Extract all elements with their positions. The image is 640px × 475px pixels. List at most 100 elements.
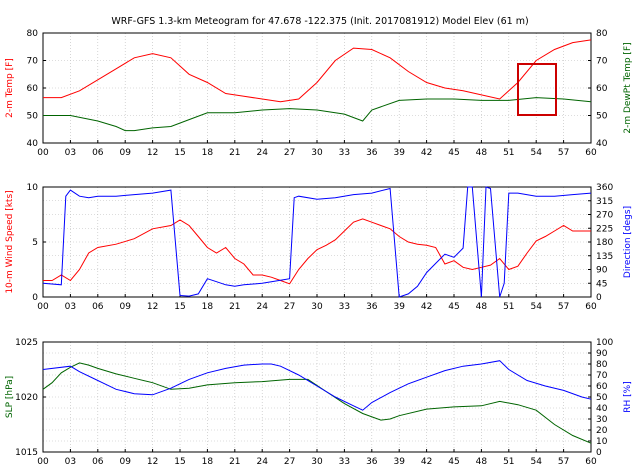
panels-group: 00 03 06 09 12 15 18 21 24 27 30 33 36 39 42 45 48 51 54 57… (5, 29, 633, 467)
x-tick-label: 45 (448, 148, 459, 158)
y-tick-label-right: 10 (596, 437, 608, 447)
x-tick-label: 15 (174, 302, 185, 312)
x-tick-label: 21 (229, 457, 240, 467)
x-tick-label: 03 (65, 302, 76, 312)
x-tick-label: 36 (366, 148, 378, 158)
x-tick-label: 15 (174, 457, 185, 467)
x-tick-label: 39 (393, 457, 405, 467)
x-tick-label: 33 (339, 302, 350, 312)
x-tick-label: 09 (119, 148, 131, 158)
x-tick-label: 09 (119, 457, 131, 467)
x-tick-label: 51 (503, 302, 514, 312)
y-axis-label-left: SLP [hPa] (5, 376, 15, 418)
x-tick-label: 12 (147, 148, 158, 158)
y-tick-label-right: 70 (596, 371, 608, 381)
x-tick-label: 00 (37, 302, 49, 312)
x-tick-label: 06 (92, 302, 104, 312)
pressure-green-series (42, 362, 592, 444)
x-tick-label: 03 (65, 457, 76, 467)
x-tick-label: 54 (530, 457, 542, 467)
x-tick-label: 06 (92, 457, 104, 467)
x-tick-label: 18 (202, 148, 214, 158)
x-tick-label: 33 (339, 148, 350, 158)
y-axis-label-left: 2-m Temp [F] (5, 58, 15, 118)
y-tick-label-right: 40 (596, 139, 608, 149)
y-tick-label-right: 80 (596, 29, 608, 39)
y-tick-label-right: 90 (596, 266, 608, 276)
pressure-panel: 00 03 06 09 12 15 18 21 24 27 30 33 36 39 42 45 48 51 54 57… (5, 338, 633, 467)
y-tick-label-right: 0 (596, 293, 602, 303)
x-tick-label: 27 (284, 302, 295, 312)
y-tick-label-right: 100 (596, 338, 613, 348)
wind-panel: 00 03 06 09 12 15 18 21 24 27 30 33 36 39 42 45 48 51 54 57… (5, 183, 633, 312)
x-tick-label: 33 (339, 457, 350, 467)
y-tick-label-right: 20 (596, 426, 608, 436)
y-tick-label-left: 50 (27, 112, 39, 122)
x-tick-label: 12 (147, 457, 158, 467)
y-tick-label-right: 225 (596, 224, 613, 234)
chart-title: WRF-GFS 1.3-km Meteogram for 47.678 -122… (111, 16, 528, 27)
temp-red-series (43, 39, 592, 103)
y-tick-label-left: 60 (27, 84, 39, 94)
y-tick-label-right: 180 (596, 238, 613, 248)
x-tick-label: 06 (92, 148, 104, 158)
x-tick-label: 15 (174, 148, 185, 158)
x-tick-label: 21 (229, 148, 240, 158)
y-tick-label-right: 360 (596, 183, 613, 193)
wind-blue-series (42, 186, 592, 298)
y-axis-label-right: 2-m DewPt Temp [F] (623, 42, 633, 133)
x-tick-label: 00 (37, 457, 49, 467)
x-tick-label: 36 (366, 457, 378, 467)
x-tick-label: 60 (585, 457, 597, 467)
y-tick-label-right: 50 (596, 393, 608, 403)
x-tick-label: 42 (421, 457, 432, 467)
y-tick-label-right: 50 (596, 112, 608, 122)
x-tick-label: 24 (256, 302, 268, 312)
x-tick-label: 30 (311, 302, 323, 312)
x-tick-label: 27 (284, 148, 295, 158)
x-tick-label: 60 (585, 148, 597, 158)
x-tick-label: 24 (256, 457, 268, 467)
y-tick-label-right: 60 (596, 84, 608, 94)
x-tick-label: 30 (311, 457, 323, 467)
y-tick-label-right: 135 (596, 252, 613, 262)
highlight-box (517, 63, 557, 116)
x-tick-label: 36 (366, 302, 378, 312)
y-tick-label-left: 70 (27, 57, 39, 67)
y-tick-label-right: 60 (596, 382, 608, 392)
y-tick-label-left: 1015 (15, 448, 38, 458)
pressure-blue-series (42, 360, 592, 411)
y-tick-label-left: 1020 (15, 393, 38, 403)
y-tick-label-right: 80 (596, 360, 608, 370)
temp-green-series (43, 97, 592, 132)
x-tick-label: 60 (585, 302, 597, 312)
x-tick-label: 18 (202, 457, 214, 467)
x-tick-label: 12 (147, 302, 158, 312)
y-tick-label-right: 45 (596, 279, 607, 289)
x-tick-label: 27 (284, 457, 295, 467)
x-tick-label: 48 (476, 457, 488, 467)
y-tick-label-right: 0 (596, 448, 602, 458)
x-tick-label: 39 (393, 302, 405, 312)
x-tick-label: 57 (558, 148, 569, 158)
y-tick-label-left: 0 (32, 293, 38, 303)
x-tick-label: 45 (448, 302, 459, 312)
x-tick-label: 39 (393, 148, 405, 158)
x-tick-label: 09 (119, 302, 131, 312)
y-tick-label-left: 10 (27, 183, 39, 193)
wind-red-series (43, 218, 591, 285)
x-tick-label: 18 (202, 302, 214, 312)
y-tick-label-right: 315 (596, 197, 613, 207)
x-tick-label: 21 (229, 302, 240, 312)
x-tick-label: 57 (558, 457, 569, 467)
x-tick-label: 45 (448, 457, 459, 467)
y-tick-label-right: 70 (596, 57, 608, 67)
y-tick-label-right: 30 (596, 415, 608, 425)
y-tick-label-right: 90 (596, 349, 608, 359)
y-tick-label-right: 270 (596, 211, 613, 221)
x-tick-label: 24 (256, 148, 268, 158)
x-tick-label: 48 (476, 148, 488, 158)
y-tick-label-left: 80 (27, 29, 39, 39)
x-tick-label: 54 (530, 148, 542, 158)
